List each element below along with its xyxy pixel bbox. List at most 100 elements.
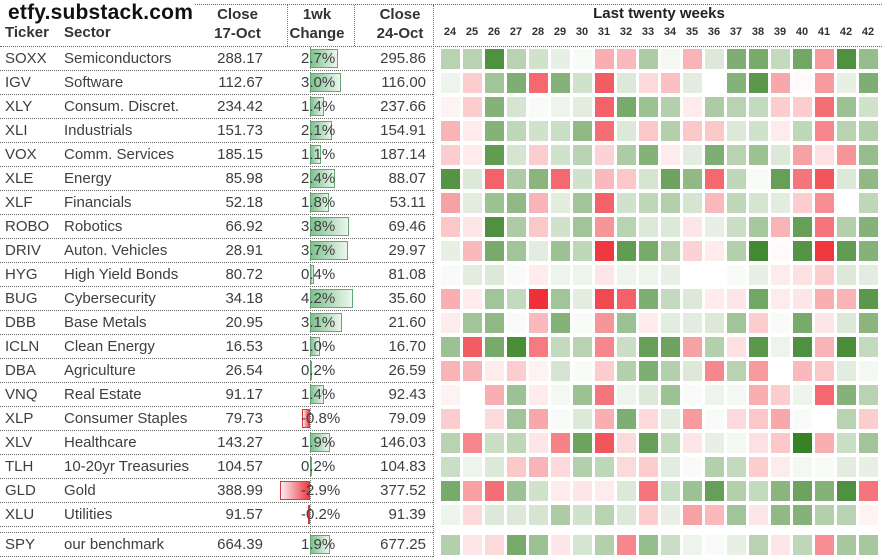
- ticker-cell: SOXX: [5, 50, 47, 67]
- heat-cell: [793, 49, 812, 69]
- heat-cell: [771, 193, 790, 213]
- change-cell: 2.7%: [301, 50, 336, 67]
- heat-cell: [595, 145, 614, 165]
- heat-cell: [617, 433, 636, 453]
- table-row-SPY: SPY our benchmark 664.39 1.9% 677.25: [0, 533, 433, 557]
- heat-cell: [529, 313, 548, 333]
- heat-cell: [859, 337, 878, 357]
- heat-cell: [551, 337, 570, 357]
- etf-table-body: SOXX Semiconductors 288.17 2.7% 295.86 IGV Sof…: [0, 47, 882, 557]
- heat-cell: [441, 433, 460, 453]
- heat-cell: [837, 217, 856, 237]
- heat-cell: [727, 49, 746, 69]
- change-cell: 1.4%: [301, 98, 336, 115]
- heat-cell: [661, 535, 680, 555]
- heat-cell: [859, 121, 878, 141]
- sector-cell: Consumer Staples: [64, 410, 188, 427]
- heat-cell: [705, 97, 724, 117]
- change-cell: 1.8%: [301, 194, 336, 211]
- heat-cell: [661, 49, 680, 69]
- change-databar: [310, 193, 329, 212]
- close-24oct-cell: 53.11: [389, 194, 426, 211]
- change-cell: -0.8%: [301, 410, 341, 427]
- heat-cell: [749, 73, 768, 93]
- heat-cell: [573, 535, 592, 555]
- heat-cell: [749, 49, 768, 69]
- heat-cell: [837, 313, 856, 333]
- heat-cell: [749, 241, 768, 261]
- heat-cell: [683, 457, 702, 477]
- close-24oct-cell: 88.07: [388, 170, 426, 187]
- table-row-XLI: XLI Industrials 151.73 2.1% 154.91: [0, 119, 433, 143]
- sector-cell: High Yield Bonds: [64, 266, 179, 283]
- week-label: 42: [839, 26, 853, 38]
- heat-cell: [639, 169, 658, 189]
- heat-cell: [815, 505, 834, 525]
- heat-cell: [639, 481, 658, 501]
- heat-cell: [661, 433, 680, 453]
- heat-cell: [727, 505, 746, 525]
- heat-cell: [639, 49, 658, 69]
- change-cell: 1.0%: [301, 338, 336, 355]
- week-label: 42: [861, 26, 875, 38]
- heat-cell: [573, 241, 592, 261]
- heat-cell: [551, 73, 570, 93]
- heat-cell: [573, 265, 592, 285]
- heat-cell: [595, 217, 614, 237]
- heat-cell: [683, 289, 702, 309]
- change-cell: 1.1%: [301, 146, 336, 163]
- heat-cell: [859, 505, 878, 525]
- heat-cell: [859, 385, 878, 405]
- heat-cell: [859, 409, 878, 429]
- heat-cell: [815, 217, 834, 237]
- heat-cell: [573, 481, 592, 501]
- heat-cell: [507, 121, 526, 141]
- change-databar: [310, 535, 330, 554]
- heat-cell: [727, 337, 746, 357]
- table-row-ROBO: ROBO Robotics 66.92 3.8% 69.46: [0, 215, 433, 239]
- heat-cell: [639, 505, 658, 525]
- heat-cell: [441, 265, 460, 285]
- heat-cell: [463, 337, 482, 357]
- heat-cell: [837, 145, 856, 165]
- table-row-DBA: DBA Agriculture 26.54 0.2% 26.59: [0, 359, 433, 383]
- change-databar: [310, 361, 312, 380]
- heat-cell: [793, 313, 812, 333]
- heat-cell: [485, 457, 504, 477]
- heat-cell: [595, 409, 614, 429]
- heat-cell: [683, 241, 702, 261]
- heat-cell: [859, 169, 878, 189]
- ticker-cell: XLU: [5, 506, 35, 523]
- close-17oct-cell: 79.73: [225, 410, 263, 427]
- heat-cell: [815, 481, 834, 501]
- change-databar: [310, 241, 348, 260]
- heat-cell: [749, 289, 768, 309]
- ticker-cell: BUG: [5, 290, 38, 307]
- heat-cell: [441, 169, 460, 189]
- heat-cell: [551, 121, 570, 141]
- ticker-cell: XLI: [5, 122, 28, 139]
- heat-cell: [815, 121, 834, 141]
- ticker-cell: XLE: [5, 170, 34, 187]
- heat-cell: [793, 73, 812, 93]
- week-label: 29: [553, 26, 567, 38]
- heat-cell: [837, 49, 856, 69]
- heat-cell: [463, 145, 482, 165]
- heat-cell: [661, 121, 680, 141]
- change-cell: 4.2%: [301, 290, 336, 307]
- heat-cell: [815, 241, 834, 261]
- heat-cell: [859, 313, 878, 333]
- heat-cell: [551, 535, 570, 555]
- heat-cell: [705, 73, 724, 93]
- heat-cell: [529, 97, 548, 117]
- heat-cell: [441, 121, 460, 141]
- heat-cell: [551, 385, 570, 405]
- heat-cell: [859, 241, 878, 261]
- heat-cell: [485, 481, 504, 501]
- heat-cell: [485, 289, 504, 309]
- column-header-close-17oct: Close 17-Oct: [195, 5, 280, 46]
- sector-cell: Consum. Discret.: [64, 98, 180, 115]
- heat-cell: [529, 169, 548, 189]
- heat-cell: [463, 361, 482, 381]
- heat-cell: [683, 121, 702, 141]
